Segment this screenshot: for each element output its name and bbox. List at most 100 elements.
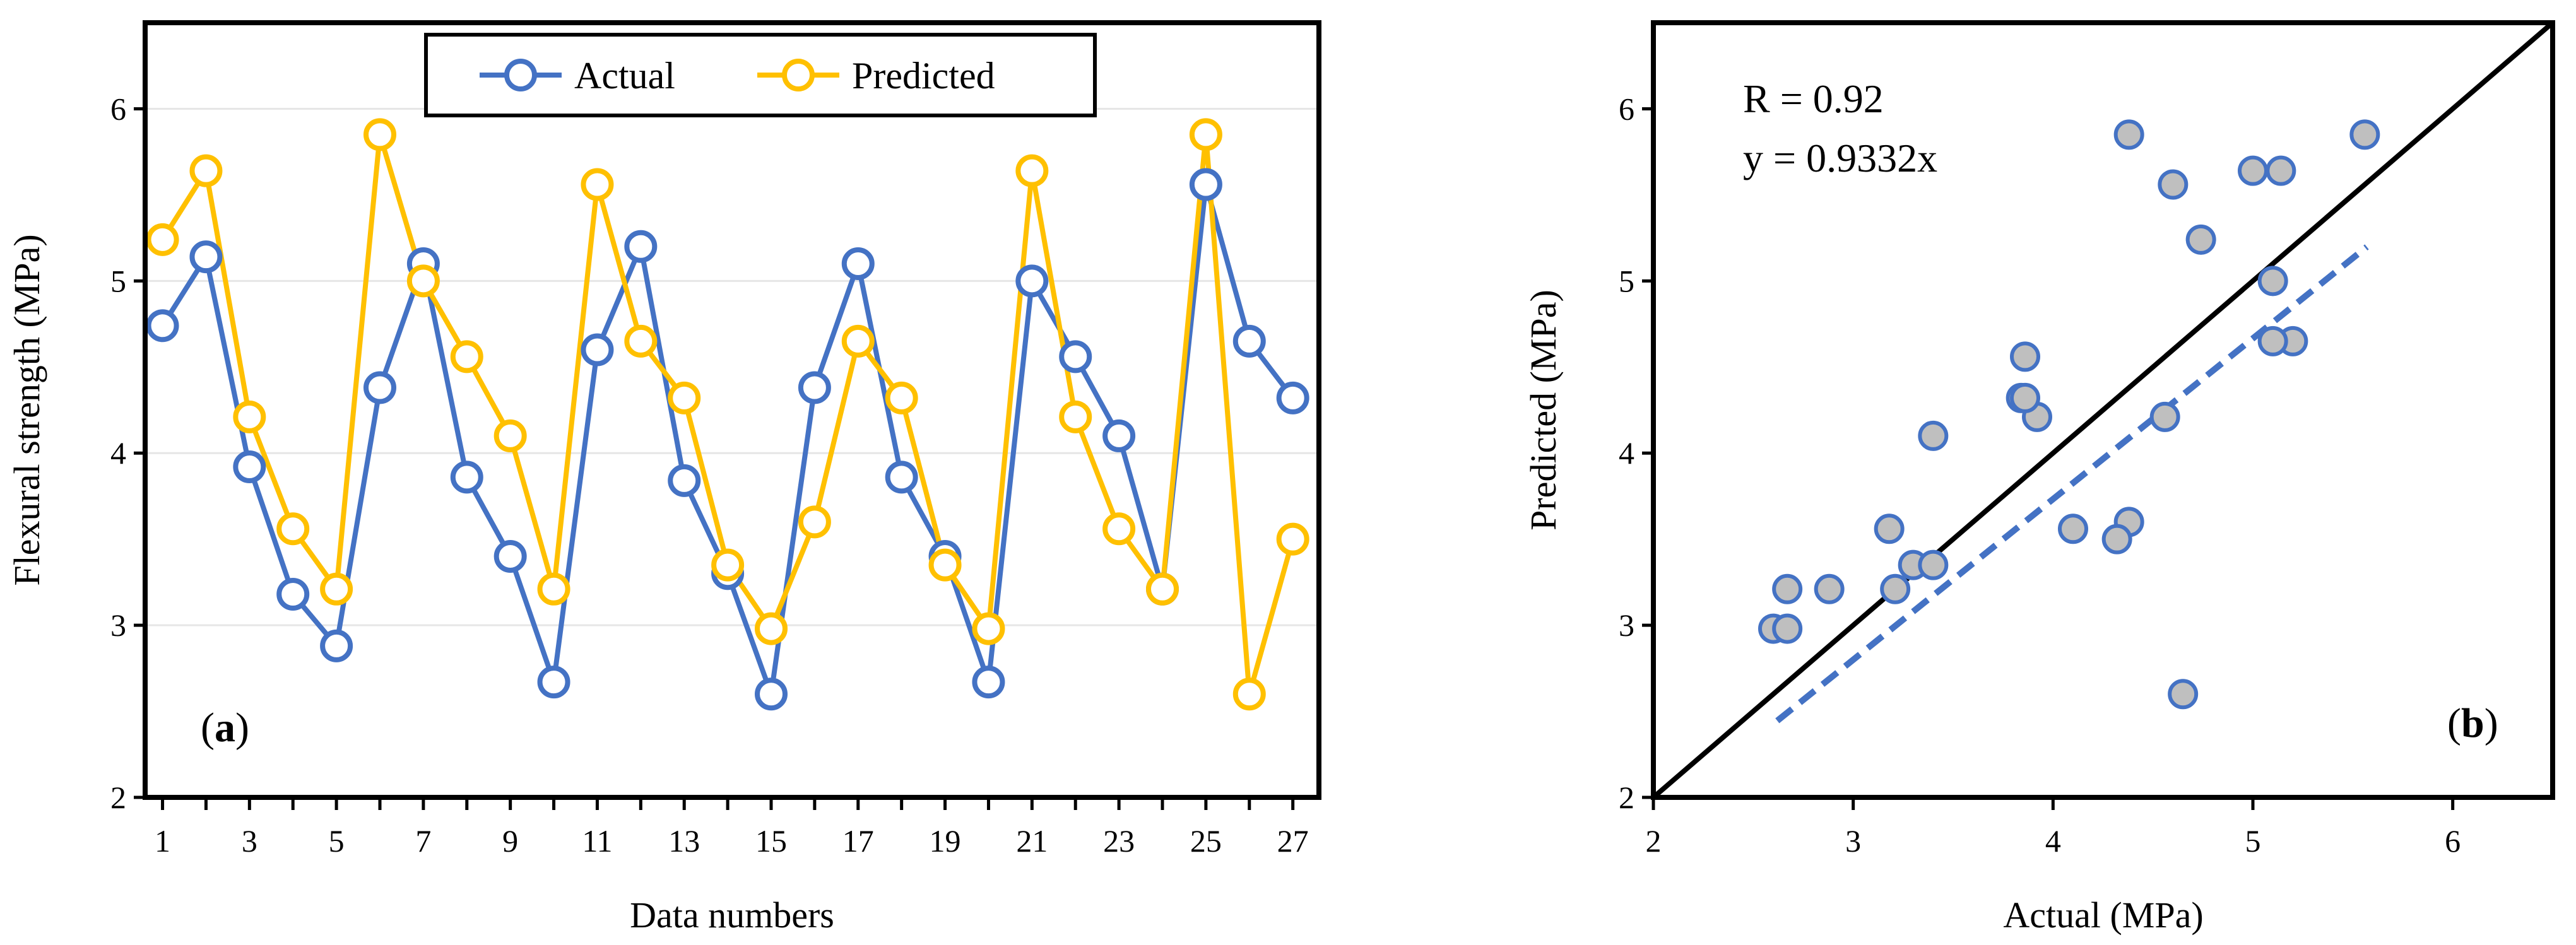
a-x-tick-label: 27 bbox=[1277, 823, 1309, 859]
a-point-actual bbox=[1189, 168, 1222, 201]
a-x-tick-label: 7 bbox=[415, 823, 431, 859]
a-legend-actual-label: Actual bbox=[574, 55, 675, 97]
b-scatter-point bbox=[2149, 401, 2180, 432]
a-plot-frame bbox=[143, 20, 1321, 800]
b-scatter-point bbox=[1918, 420, 1949, 451]
a-point-actual bbox=[581, 333, 614, 367]
a-point-predicted bbox=[624, 324, 658, 358]
a-y-tick-label: 3 bbox=[110, 608, 126, 643]
a-point-actual bbox=[755, 678, 788, 711]
a-legend-actual-marker bbox=[504, 59, 537, 91]
a-y-tick-label: 2 bbox=[110, 780, 126, 815]
a-point-predicted bbox=[1015, 154, 1049, 187]
a-point-predicted bbox=[276, 512, 310, 546]
a-point-actual bbox=[972, 666, 1005, 699]
a-legend-predicted-marker bbox=[782, 59, 815, 91]
b-identity-line bbox=[1651, 20, 2555, 800]
a-point-actual bbox=[1232, 324, 1266, 358]
b-y-tick-label: 3 bbox=[1619, 608, 1634, 643]
b-y-tick-label: 4 bbox=[1619, 435, 1634, 471]
b-reference-lines bbox=[1651, 20, 2555, 800]
a-point-actual bbox=[363, 371, 396, 404]
a-x-tick-label: 13 bbox=[668, 823, 700, 859]
b-annotation-equation: y = 0.9332x bbox=[1743, 136, 1937, 180]
a-x-tick-label: 21 bbox=[1016, 823, 1048, 859]
a-point-predicted bbox=[320, 572, 353, 606]
a-point-predicted bbox=[537, 572, 570, 606]
a-x-tick-label: 17 bbox=[842, 823, 874, 859]
a-series-group bbox=[146, 118, 1309, 711]
a-x-tick-label: 5 bbox=[329, 823, 345, 859]
a-point-predicted bbox=[841, 324, 875, 358]
b-scatter-point bbox=[2101, 524, 2132, 555]
a-point-predicted bbox=[406, 264, 440, 298]
a-point-actual bbox=[450, 461, 483, 494]
a-gridlines bbox=[145, 107, 1319, 626]
a-point-predicted bbox=[493, 419, 527, 452]
a-legend-predicted-label: Predicted bbox=[852, 55, 995, 97]
a-point-actual bbox=[885, 461, 918, 494]
a-point-predicted bbox=[1189, 118, 1222, 151]
b-scatter-point bbox=[2010, 382, 2040, 413]
b-plot-frame bbox=[1651, 20, 2555, 800]
b-scatter-points bbox=[1758, 119, 2380, 710]
b-panel-tag: (b) bbox=[2447, 700, 2498, 746]
a-point-actual bbox=[1059, 340, 1092, 373]
a-point-actual bbox=[798, 371, 831, 404]
b-panel-letter: b bbox=[2461, 700, 2484, 746]
a-point-actual bbox=[841, 247, 875, 281]
a-x-tick-label: 9 bbox=[502, 823, 518, 859]
a-point-actual bbox=[537, 666, 570, 699]
a-point-actual bbox=[1276, 381, 1309, 414]
a-point-actual bbox=[146, 309, 179, 343]
a-x-tick-label: 11 bbox=[582, 823, 612, 859]
a-point-actual bbox=[276, 577, 310, 611]
b-annotation-r: R = 0.92 bbox=[1743, 76, 1884, 121]
b-y-axis-label: Predicted (MPa) bbox=[1523, 290, 1564, 531]
a-x-tick-label: 15 bbox=[755, 823, 787, 859]
b-x-tick-label: 4 bbox=[2045, 823, 2061, 859]
a-point-predicted bbox=[1102, 512, 1136, 546]
b-scatter-point bbox=[2185, 224, 2216, 255]
b-scatter-point bbox=[1874, 514, 1905, 544]
b-fit-line bbox=[1775, 244, 2369, 724]
a-y-tick-label: 6 bbox=[110, 91, 126, 126]
a-point-predicted bbox=[972, 612, 1005, 645]
a-y-tick-label: 4 bbox=[110, 435, 126, 471]
a-x-tick-label: 3 bbox=[242, 823, 257, 859]
a-x-tick-label: 19 bbox=[930, 823, 961, 859]
a-point-actual bbox=[1015, 264, 1049, 298]
b-x-tick-label: 2 bbox=[1646, 823, 1662, 859]
b-y-tick-label: 2 bbox=[1619, 780, 1634, 815]
a-point-predicted bbox=[798, 505, 831, 539]
a-point-predicted bbox=[581, 168, 614, 201]
a-point-predicted bbox=[755, 612, 788, 645]
a-point-predicted bbox=[1232, 678, 1266, 711]
a-legend: Actual Predicted bbox=[424, 33, 1097, 117]
a-panel-letter: a bbox=[215, 705, 235, 751]
b-scatter-point bbox=[2238, 155, 2268, 186]
a-point-actual bbox=[189, 240, 223, 274]
b-scatter-point bbox=[1814, 573, 1845, 604]
a-x-tick-label: 23 bbox=[1103, 823, 1135, 859]
a-y-tick-label: 5 bbox=[110, 263, 126, 298]
a-point-actual bbox=[1102, 419, 1136, 452]
a-point-actual bbox=[493, 539, 527, 573]
a-x-tick-label: 25 bbox=[1190, 823, 1222, 859]
a-point-predicted bbox=[233, 400, 266, 433]
b-scatter-point bbox=[2058, 514, 2088, 544]
b-axis-ticks: 2 3 4 5 6 2 3 4 5 6 bbox=[1619, 91, 2461, 859]
a-point-actual bbox=[624, 230, 658, 263]
b-scatter-point bbox=[2158, 169, 2189, 200]
a-point-predicted bbox=[1146, 572, 1179, 606]
a-point-predicted bbox=[1276, 522, 1309, 556]
a-point-actual bbox=[320, 629, 353, 662]
b-x-tick-label: 6 bbox=[2445, 823, 2461, 859]
a-point-predicted bbox=[363, 118, 396, 151]
b-scatter-point bbox=[2113, 119, 2144, 150]
b-scatter-point bbox=[1772, 613, 1803, 644]
b-x-tick-label: 5 bbox=[2245, 823, 2261, 859]
